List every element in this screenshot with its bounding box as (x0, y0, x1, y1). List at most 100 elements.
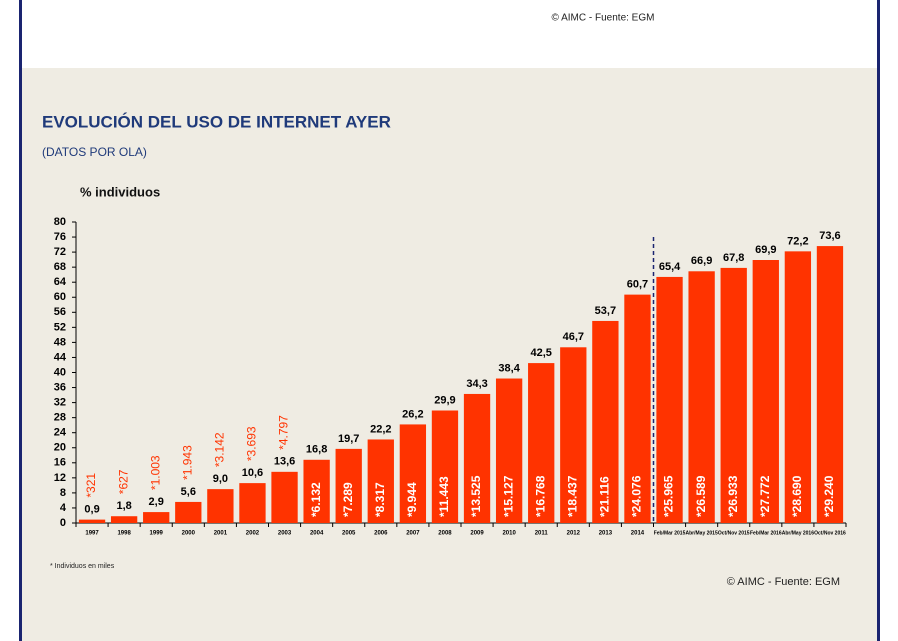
x-tick-label: Oct/Nov 2016 (814, 530, 846, 536)
bar (624, 294, 651, 523)
y-tick-label: 4 (60, 502, 67, 514)
y-tick-label: 40 (54, 366, 66, 378)
x-tick-label: Feb/Mar 2016 (750, 530, 782, 536)
x-tick-label: 2000 (182, 531, 196, 537)
x-tick-label: Oct/Nov 2015 (718, 530, 750, 536)
y-tick-label: 16 (54, 457, 66, 469)
y-tick-label: 76 (54, 231, 66, 243)
y-tick-label: 52 (54, 321, 66, 333)
value-label: 2,9 (149, 496, 164, 508)
value-label: 0,9 (84, 504, 99, 516)
individuals-label: *24.076 (630, 475, 644, 517)
y-tick-label: 0 (60, 517, 66, 529)
x-tick-label: 1998 (117, 531, 131, 537)
individuals-label: *1.003 (148, 455, 162, 490)
value-label: 42,5 (530, 347, 551, 359)
bar (560, 347, 587, 523)
y-tick-label: 68 (54, 261, 66, 273)
value-label: 65,4 (659, 261, 681, 273)
panel (22, 68, 877, 641)
y-tick-label: 56 (54, 306, 66, 318)
bar (175, 501, 202, 523)
x-tick-label: 2005 (342, 531, 356, 537)
bar (110, 516, 138, 523)
y-tick-label: 20 (54, 442, 66, 454)
bar (816, 246, 844, 523)
value-label: 16,8 (306, 444, 327, 456)
x-tick-label: 2007 (406, 531, 420, 537)
individuals-label: *8.317 (373, 482, 387, 517)
border-right (877, 0, 880, 641)
value-label: 60,7 (627, 279, 648, 291)
individuals-label: *4.797 (277, 415, 291, 450)
bar (528, 363, 555, 523)
value-label: 26,2 (402, 408, 423, 420)
bar (688, 271, 715, 523)
y-tick-label: 60 (54, 291, 66, 303)
bar (271, 471, 298, 523)
y-tick-label: 12 (54, 472, 66, 484)
y-tick-label: 72 (54, 246, 66, 258)
y-tick-label: 36 (54, 381, 66, 393)
x-tick-label: 2013 (599, 531, 613, 537)
bar (78, 519, 106, 523)
source-top: © AIMC - Fuente: EGM (552, 13, 655, 24)
x-tick-label: 2006 (374, 531, 388, 537)
bar (399, 424, 427, 523)
value-label: 69,9 (755, 244, 776, 256)
border-left (19, 0, 22, 641)
individuals-label: *18.437 (565, 475, 579, 517)
individuals-label: *21.116 (598, 476, 612, 517)
individuals-label: *7.289 (341, 482, 355, 517)
value-label: 66,9 (691, 255, 712, 267)
x-tick-label: 2004 (310, 531, 324, 537)
individuals-label: *25.965 (662, 475, 676, 517)
value-label: 46,7 (563, 331, 584, 343)
individuals-label: *26.589 (694, 475, 708, 517)
value-label: 10,6 (242, 467, 263, 479)
bar (431, 410, 459, 523)
value-label: 29,9 (434, 394, 455, 406)
x-tick-label: 2008 (438, 531, 452, 537)
y-tick-label: 32 (54, 397, 66, 409)
bar (239, 483, 266, 523)
y-tick-label: 8 (60, 487, 66, 499)
x-tick-label: 1997 (85, 531, 99, 537)
footnote: * Individuos en miles (50, 563, 115, 570)
bar (207, 489, 234, 523)
bar (335, 448, 362, 523)
x-tick-label: Feb/Mar 2015 (654, 530, 686, 536)
value-label: 73,6 (819, 230, 840, 242)
bar (656, 276, 683, 523)
x-tick-label: 2011 (535, 531, 549, 537)
y-tick-label: 28 (54, 412, 66, 424)
bar (720, 267, 747, 523)
individuals-label: *29.240 (822, 475, 836, 517)
individuals-label: *27.772 (758, 475, 772, 517)
value-label: 34,3 (466, 378, 487, 390)
individuals-label: *3.142 (213, 432, 227, 467)
chart-subtitle: (DATOS POR OLA) (42, 145, 147, 159)
bar (784, 251, 812, 523)
value-label: 1,8 (116, 500, 131, 512)
x-tick-label: Abr/May 2015 (686, 530, 718, 536)
bar (367, 439, 394, 523)
value-label: 53,7 (595, 305, 616, 317)
y-tick-label: 80 (54, 216, 66, 228)
bar (303, 459, 330, 523)
bar (752, 260, 779, 523)
bar (463, 393, 491, 523)
value-label: 22,2 (370, 423, 391, 435)
individuals-label: *3.693 (245, 426, 259, 461)
individuals-label: *6.132 (309, 482, 323, 517)
x-tick-label: 2003 (278, 531, 292, 537)
individuals-label: *321 (84, 473, 98, 498)
x-tick-label: 2002 (246, 531, 260, 537)
chart-title: EVOLUCIÓN DEL USO DE INTERNET AYER (42, 112, 391, 131)
individuals-label: *16.768 (533, 475, 547, 517)
y-tick-label: 64 (54, 276, 67, 288)
x-tick-label: Abr/May 2016 (782, 530, 814, 536)
x-tick-label: 2012 (567, 531, 581, 537)
individuals-label: *28.690 (790, 475, 804, 517)
